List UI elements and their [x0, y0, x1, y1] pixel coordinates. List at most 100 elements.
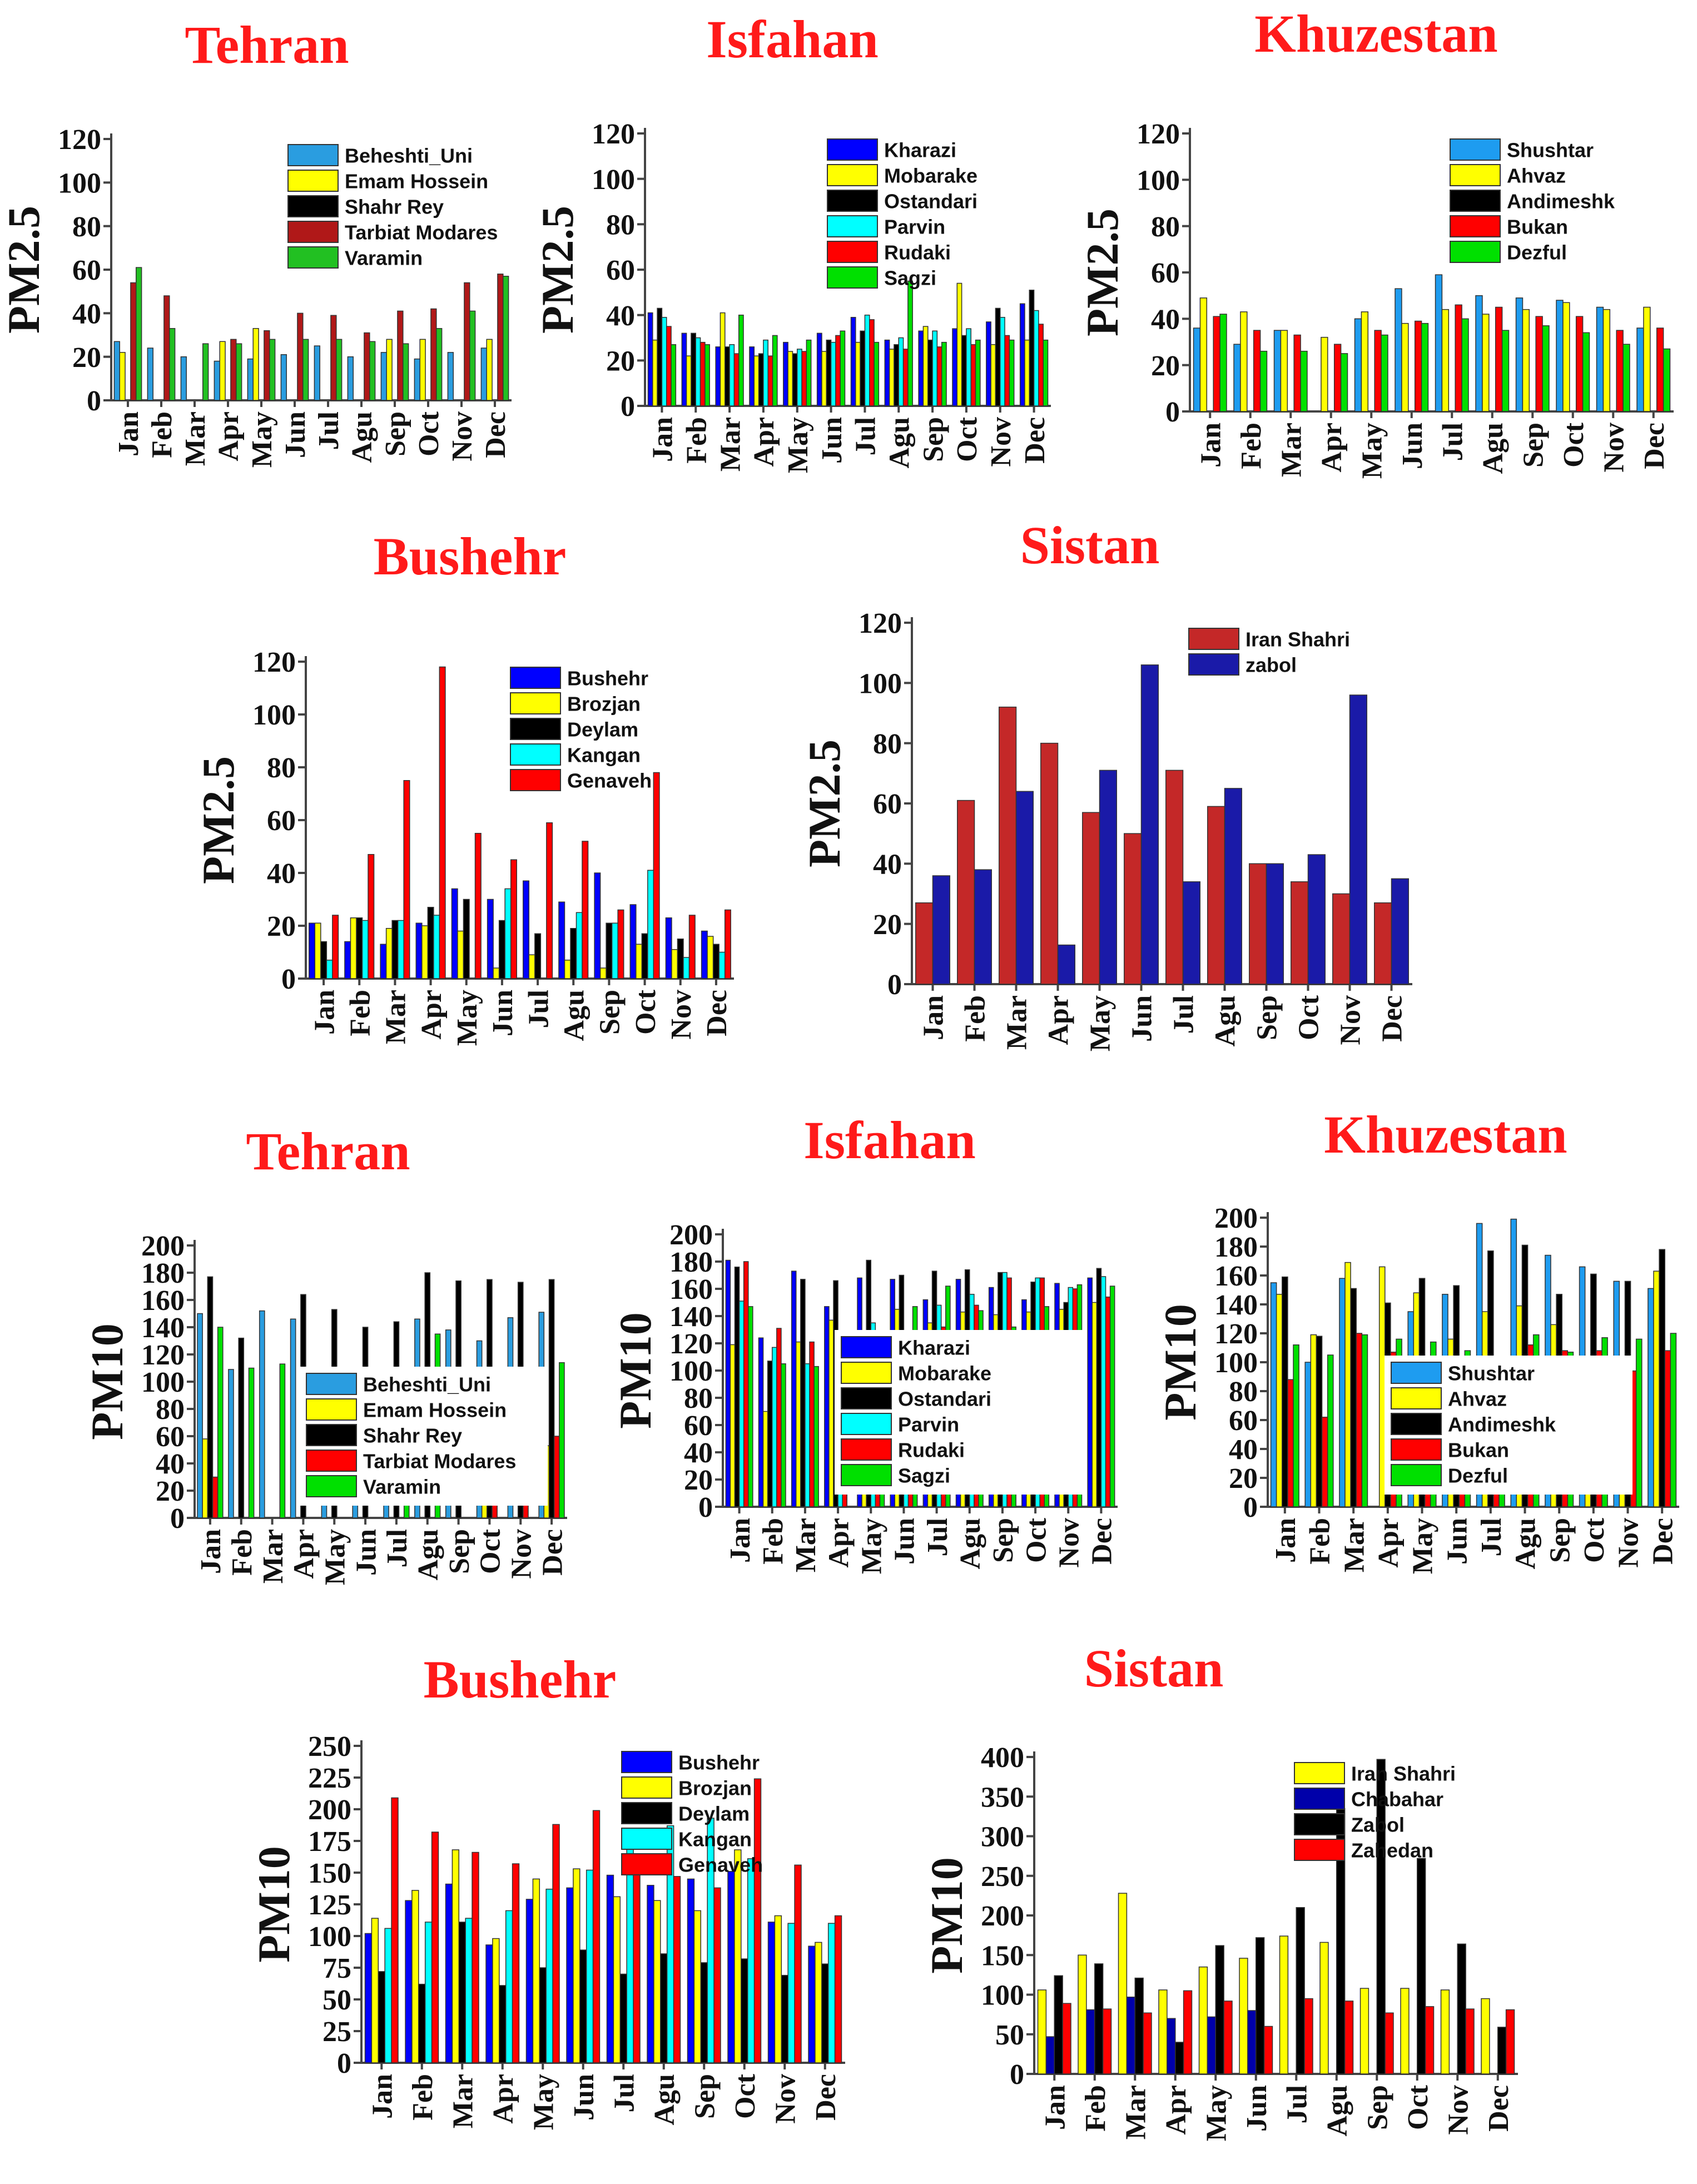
bar-ahvaz	[1522, 309, 1530, 412]
bar-bukan	[1333, 344, 1342, 412]
bar-shushtar	[1556, 300, 1564, 412]
bar-tarbiat-modares	[264, 330, 270, 401]
y-tick-label: 80	[156, 1394, 185, 1426]
x-tick-label: Apr	[289, 1529, 320, 1579]
legend-swatch	[827, 138, 878, 161]
bar-zahedan	[1143, 2012, 1152, 2074]
legend-swatch	[1450, 215, 1501, 237]
y-tick-label: 0	[87, 385, 101, 417]
bar-bushehr	[487, 899, 494, 979]
x-tick-label: Dec	[701, 990, 733, 1036]
legend-label: Sagzi	[884, 266, 936, 289]
bar-shushtar	[1270, 1282, 1277, 1507]
bar-genaveh	[673, 1876, 681, 2063]
bar-tarbiat-modares	[553, 1436, 560, 1518]
bar-sagzi	[704, 344, 710, 406]
bar-sagzi	[840, 330, 846, 406]
legend-label: Shahr Rey	[363, 1424, 462, 1447]
legend-label: Iran Shahri	[1351, 1762, 1456, 1785]
bar-brozjan	[573, 1868, 580, 2063]
bar-shushtar	[1304, 1362, 1312, 1507]
bar-ostandari	[860, 330, 866, 406]
legend-swatch	[1188, 653, 1239, 676]
bar-deylam	[619, 1973, 627, 2063]
bar-dezful	[1361, 1334, 1368, 1507]
y-tick-label: 100	[592, 164, 635, 196]
y-tick-label: 0	[887, 969, 902, 1001]
bar-bushehr	[727, 1870, 735, 2063]
x-tick-label: Jan	[1039, 2085, 1071, 2130]
bar-ahvaz	[1602, 309, 1611, 412]
bar-beheshti-uni	[480, 348, 487, 401]
y-tick-label: 20	[1229, 1463, 1258, 1495]
y-tick-label: 250	[308, 1731, 351, 1763]
legend-swatch	[841, 1336, 892, 1358]
bar-bushehr	[309, 922, 316, 979]
legend-swatch	[1294, 1839, 1345, 1861]
x-tick-label: Jul	[1476, 1518, 1507, 1556]
bar-chabahar	[1086, 2009, 1095, 2074]
bar-zabol	[1094, 1963, 1104, 2074]
bar-mobarake	[753, 355, 760, 406]
bar-brozjan	[693, 1910, 702, 2063]
y-tick-label: 160	[141, 1285, 185, 1317]
bar-ahvaz	[1310, 1334, 1317, 1507]
bar-deylam	[356, 917, 363, 979]
legend: Beheshti_Uni Emam Hossein Shahr Rey Tarbiat…	[287, 144, 498, 269]
bar-kharazi	[816, 332, 822, 406]
pm10-isfahan-chart: 0 20 40 60 80 100 120 140 160 180 200 PM10 Jan Feb Mar…	[612, 1212, 1134, 1612]
x-tick-label: Dec	[810, 2074, 842, 2121]
bar-bushehr	[485, 1944, 493, 2063]
y-tick-label: 100	[1214, 1347, 1258, 1379]
bar-genaveh	[403, 780, 410, 979]
bar-iran-shahri	[999, 706, 1017, 985]
bar-kangan	[585, 1869, 594, 2063]
bar-ostandari	[767, 1361, 773, 1507]
bar-kharazi	[1019, 303, 1025, 406]
legend-label: Kharazi	[884, 138, 956, 161]
bar-ahvaz	[1643, 306, 1651, 412]
legend-swatch	[306, 1398, 357, 1421]
bar-ahvaz	[1344, 1262, 1351, 1507]
legend-label: Genaveh	[567, 769, 652, 792]
bar-bukan	[1293, 334, 1301, 412]
bar-beheshti-uni	[228, 1369, 234, 1518]
bar-bushehr	[415, 922, 423, 979]
bar-zabol	[1376, 1759, 1386, 2074]
legend-label: Brozjan	[567, 692, 641, 715]
x-tick-label: Dec	[1483, 2085, 1515, 2132]
legend-swatch	[621, 1751, 672, 1773]
x-tick-label: Jul	[608, 2074, 640, 2112]
x-tick-label: Jul	[1168, 995, 1200, 1034]
bar-zabol	[1015, 791, 1034, 985]
y-axis-label: PM10	[250, 1846, 299, 1962]
legend-label: Shushtar	[1448, 1362, 1535, 1384]
y-tick-label: 100	[252, 699, 296, 731]
bar-bushehr	[405, 1900, 413, 2063]
legend-label: Beheshti_Uni	[345, 144, 473, 167]
bar-mobarake	[730, 1344, 736, 1507]
bar-parvin	[695, 337, 701, 406]
bar-bushehr	[525, 1899, 534, 2063]
bar-bukan	[1664, 1350, 1671, 1507]
bar-mobarake	[855, 341, 861, 406]
bar-zabol	[1215, 1945, 1224, 2074]
y-tick-label: 0	[1243, 1492, 1258, 1523]
x-tick-label: Mar	[180, 411, 211, 466]
chart-svg: 0 20 40 60 80 100 120 PM2.5 Jan Feb Mar Apr May Jun Ju…	[0, 124, 512, 468]
y-tick-label: 0	[698, 1492, 713, 1523]
bar-kangan	[433, 915, 440, 979]
bar-kharazi	[725, 1259, 731, 1507]
bar-ahvaz	[1482, 314, 1490, 412]
bar-iran-shahri	[1374, 902, 1392, 985]
y-tick-label: 0	[337, 2048, 351, 2079]
bar-genaveh	[834, 1915, 842, 2063]
bar-shushtar	[1339, 1278, 1346, 1507]
bar-brozjan	[613, 1896, 621, 2063]
bar-bukan	[1495, 306, 1503, 412]
bar-tarbiat-modares	[397, 310, 404, 401]
bar-iran-shahri	[1207, 806, 1225, 985]
bar-genaveh	[510, 859, 517, 979]
y-tick-label: 140	[141, 1312, 185, 1344]
